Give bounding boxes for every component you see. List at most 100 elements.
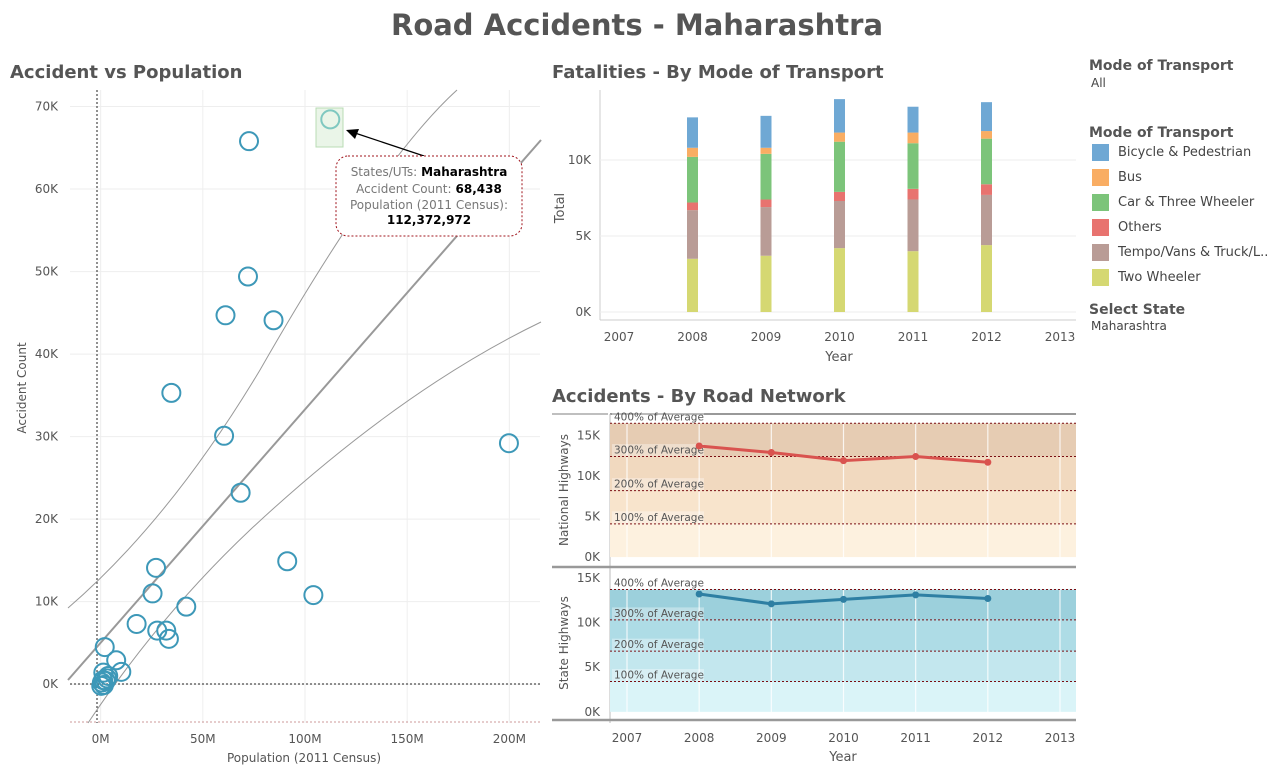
fatalities-bar-segment[interactable] <box>760 199 772 208</box>
scatter-point[interactable] <box>263 310 284 331</box>
fatalities-bar-segment[interactable] <box>981 138 992 185</box>
fatalities-bar-segment[interactable] <box>760 147 772 154</box>
network-x-tick-label: 2010 <box>828 731 859 745</box>
state-highways-point[interactable] <box>912 591 920 599</box>
national-highways-point[interactable] <box>695 442 703 450</box>
scatter-y-label: Accident Count <box>15 342 29 434</box>
network-chart: 100% of Average 200% of Average 300% of Av… <box>552 410 1076 765</box>
national-highways-point[interactable] <box>984 458 992 466</box>
fatalities-chart: 2007 2008 2009 2010 2011 2012 2013 0K 5K 10K Yea… <box>553 90 1076 365</box>
fatalities-bar-segment[interactable] <box>907 143 919 189</box>
fatalities-bar-segment[interactable] <box>834 141 845 192</box>
reference-label: 400% of Average <box>614 578 704 590</box>
network-y-tick-label: 10K <box>577 616 601 630</box>
legend-swatch <box>1092 169 1109 186</box>
state-highways-point[interactable] <box>840 595 847 603</box>
scatter-point[interactable] <box>277 551 298 572</box>
fatalities-bar-segment[interactable] <box>834 248 845 312</box>
scatter-point[interactable] <box>158 628 179 649</box>
fatalities-bar-segment[interactable] <box>907 132 919 144</box>
fatalities-bar-segment[interactable] <box>760 115 772 148</box>
scatter-point[interactable] <box>214 425 235 446</box>
fatalities-bar-segment[interactable] <box>981 184 992 195</box>
fatalities-bar-segment[interactable] <box>834 99 845 133</box>
fatalities-bar-segment[interactable] <box>760 255 772 312</box>
fatalities-bar-segment[interactable] <box>907 251 919 312</box>
scatter-point[interactable] <box>93 662 114 683</box>
scatter-point-highlighted[interactable] <box>320 109 341 130</box>
fatalities-bar-segment[interactable] <box>760 207 772 256</box>
fatalities-x-tick-label: 2011 <box>898 330 929 344</box>
scatter-point[interactable] <box>156 620 177 641</box>
fatalities-bar-segment[interactable] <box>907 106 919 133</box>
reference-label: 100% of Average <box>614 670 704 682</box>
legend-item[interactable]: Two Wheeler <box>1092 269 1268 294</box>
network-x-tick-label: 2012 <box>973 731 1004 745</box>
fatalities-bar-segment[interactable] <box>907 199 919 252</box>
fatalities-y-ticks: 0K 5K 10K <box>568 153 592 319</box>
tooltip-pointer-line <box>354 132 431 159</box>
scatter-chart: 0M 50M 100M 150M 200M 0K 10K 20K 30K 40K 50K 60K 70… <box>15 89 542 765</box>
scatter-point[interactable] <box>94 637 115 658</box>
fatalities-bar-segment[interactable] <box>907 188 919 200</box>
fatalities-x-tick-label: 2007 <box>604 330 635 344</box>
scatter-point[interactable] <box>303 585 324 606</box>
state-highways-panel: 100% of Average 200% of Average 300% of Av… <box>577 569 1076 719</box>
legend-item[interactable]: Tempo/Vans & Truck/L.. <box>1092 244 1268 269</box>
fatalities-bar-segment[interactable] <box>687 156 698 203</box>
fatalities-bar-segment[interactable] <box>687 258 698 312</box>
fatalities-bar-segment[interactable] <box>981 245 992 312</box>
legend-swatch <box>1092 194 1109 211</box>
reference-label: 100% of Average <box>614 512 704 524</box>
state-filter-value[interactable]: Maharashtra <box>1091 319 1167 333</box>
scatter-y-tick-label: 10K <box>35 595 59 609</box>
fatalities-bar-segment[interactable] <box>687 147 698 157</box>
scatter-point[interactable] <box>161 382 182 403</box>
fatalities-bar-segment[interactable] <box>687 202 698 211</box>
fatalities-bar-segment[interactable] <box>981 194 992 246</box>
fatalities-bars <box>687 99 992 312</box>
fatalities-bar-segment[interactable] <box>687 117 698 148</box>
scatter-point[interactable] <box>126 613 147 634</box>
national-highways-label: National Highways <box>557 434 571 546</box>
state-highways-point[interactable] <box>695 590 703 598</box>
fatalities-bar-segment[interactable] <box>834 132 845 142</box>
fatalities-bar-segment[interactable] <box>981 131 992 139</box>
reference-label: 400% of Average <box>614 411 704 423</box>
scatter-point[interactable] <box>237 266 258 287</box>
national-highways-point[interactable] <box>912 453 920 461</box>
scatter-point[interactable] <box>106 650 127 671</box>
fatalities-bar-segment[interactable] <box>687 210 698 259</box>
fatalities-bar-segment[interactable] <box>981 102 992 132</box>
scatter-point[interactable] <box>498 433 519 454</box>
legend-item[interactable]: Car & Three Wheeler <box>1092 194 1268 219</box>
scatter-point[interactable] <box>215 305 236 326</box>
legend-item[interactable]: Bicycle & Pedestrian <box>1092 144 1268 169</box>
reference-label: 300% of Average <box>614 445 704 457</box>
scatter-y-tick-label: 50K <box>35 265 59 279</box>
national-highways-point[interactable] <box>840 457 847 465</box>
network-y-tick-label: 10K <box>577 469 601 483</box>
fatalities-bar-segment[interactable] <box>834 191 845 201</box>
legend-item[interactable]: Bus <box>1092 169 1268 194</box>
national-highways-point[interactable] <box>767 448 775 456</box>
scatter-point[interactable] <box>230 482 251 503</box>
fatalities-bar-segment[interactable] <box>760 153 772 200</box>
network-y-tick-label: 5K <box>584 510 601 524</box>
reference-label: 300% of Average <box>614 608 704 620</box>
fatalities-bar-segment[interactable] <box>834 201 845 249</box>
state-highways-point[interactable] <box>984 594 992 602</box>
legend-item[interactable]: Others <box>1092 219 1268 244</box>
mode-filter-value[interactable]: All <box>1091 76 1106 90</box>
scatter-point[interactable] <box>146 557 167 578</box>
scatter-x-ticks: 0M 50M 100M 150M 200M <box>92 732 526 746</box>
scatter-point[interactable] <box>97 668 118 689</box>
mode-filter-header: Mode of Transport <box>1089 58 1234 74</box>
scatter-x-label: Population (2011 Census) <box>227 751 381 765</box>
scatter-point[interactable] <box>142 583 163 604</box>
scatter-y-tick-label: 0K <box>42 677 59 691</box>
scatter-point[interactable] <box>239 131 260 152</box>
scatter-point[interactable] <box>176 596 197 617</box>
state-highways-point[interactable] <box>767 600 775 608</box>
